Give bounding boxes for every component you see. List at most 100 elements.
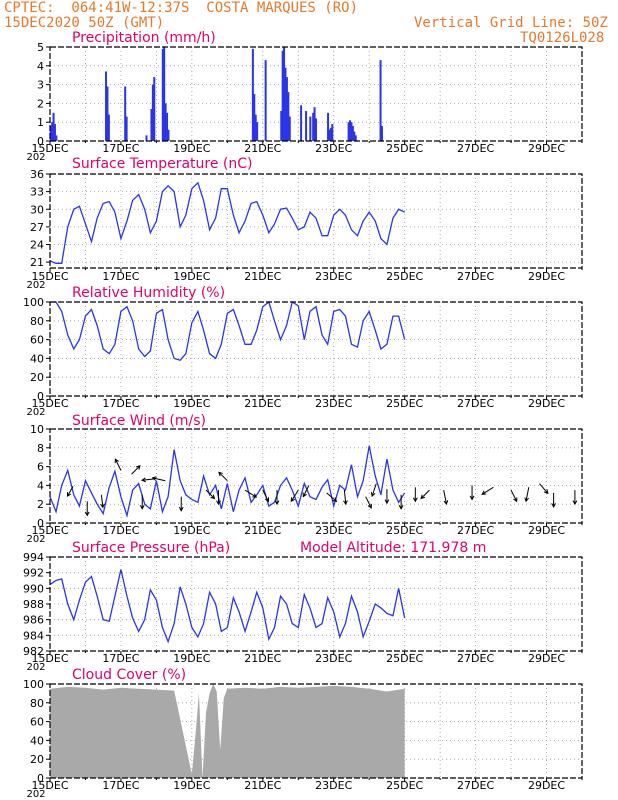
precip-bar: [287, 92, 290, 141]
wind-vector-head: [343, 500, 348, 506]
precip-bar: [145, 135, 148, 141]
y-tick-label: 986: [23, 614, 44, 627]
wind-vector-head: [551, 503, 556, 508]
wind-vector-head: [100, 503, 105, 509]
precip-bar: [51, 122, 54, 141]
precip-bar: [313, 107, 316, 141]
wind-vector: [152, 477, 166, 482]
wind-vector-head: [178, 506, 184, 512]
x-tick-label: 25DEC: [386, 397, 423, 410]
x-tick-label: 19DEC: [173, 652, 210, 665]
precip-bar: [105, 71, 108, 141]
precip-bar: [125, 116, 128, 141]
y-tick-label: 20: [30, 371, 44, 384]
wind-vector-head: [513, 497, 518, 503]
precip-bar: [281, 50, 284, 142]
y-tick-label: 24: [30, 239, 44, 252]
precip-bar: [283, 47, 286, 141]
x-tick-label: 25DEC: [386, 270, 423, 283]
x-year-label: 202: [26, 407, 45, 418]
panel-frame: [49, 556, 583, 652]
precip-bar: [124, 86, 127, 141]
precip-bar: [331, 124, 334, 141]
wind-vector: [302, 485, 310, 497]
wind-vector-head: [66, 492, 72, 498]
x-tick-label: 29DEC: [528, 142, 565, 155]
x-tick-label: 23DEC: [315, 779, 352, 792]
precip-bar: [280, 110, 283, 141]
y-tick-label: 60: [30, 716, 44, 729]
y-tick-label: 6: [37, 461, 44, 474]
x-tick-label: 21DEC: [244, 652, 281, 665]
wind-vector: [510, 489, 518, 502]
wind-vector: [114, 458, 122, 471]
wind-vector: [420, 489, 430, 499]
y-tick-label: 10: [30, 423, 44, 436]
panel-title-wind: Surface Wind (m/s): [72, 413, 206, 429]
header-date-line: 15DEC2020 50Z (GMT): [4, 15, 165, 31]
precip-bar: [256, 122, 259, 141]
wind-vector: [100, 494, 104, 508]
panel-frame: [49, 683, 583, 779]
y-tick-label: 992: [23, 567, 44, 580]
wind-vector-head: [412, 497, 418, 503]
x-tick-label: 17DEC: [102, 652, 139, 665]
wind-vector-head: [384, 499, 390, 505]
x-tick-label: 17DEC: [102, 142, 139, 155]
x-tick-label: 29DEC: [528, 270, 565, 283]
x-tick-label: 21DEC: [244, 524, 281, 537]
precip-bar: [251, 48, 254, 141]
panel-frame: [49, 46, 583, 142]
precip-bar: [55, 135, 58, 141]
x-tick-label: 17DEC: [102, 524, 139, 537]
wind-vector: [326, 492, 337, 502]
wind-vector-head: [216, 500, 221, 506]
wind-vector-head: [151, 476, 157, 481]
y-tick-label: 5: [37, 41, 44, 54]
x-tick-label: 21DEC: [244, 397, 281, 410]
wind-vector-head: [140, 477, 146, 483]
precip-bar: [300, 105, 303, 141]
x-tick-label: 19DEC: [173, 142, 210, 155]
precip-bar: [53, 124, 56, 141]
panel-title-humidity: Relative Humidity (%): [72, 285, 226, 301]
wind-vector-head: [572, 500, 578, 506]
precip-bar: [161, 48, 164, 141]
precip-bar: [106, 86, 109, 141]
y-tick-label: 20: [30, 753, 44, 766]
x-tick-label: 23DEC: [315, 652, 352, 665]
x-tick-label: 25DEC: [386, 652, 423, 665]
x-tick-label: 23DEC: [315, 397, 352, 410]
x-year-label: 202: [26, 152, 45, 163]
y-tick-label: 30: [30, 203, 44, 216]
panel-frame: [49, 173, 583, 269]
wind-vector-head: [332, 497, 338, 502]
x-tick-label: 19DEC: [173, 397, 210, 410]
y-tick-label: 33: [30, 186, 44, 199]
y-tick-label: 2: [37, 498, 44, 511]
wind-vector: [443, 490, 447, 505]
x-tick-label: 29DEC: [528, 779, 565, 792]
x-tick-label: 25DEC: [386, 524, 423, 537]
precip-bar: [164, 103, 167, 141]
precip-bar: [285, 77, 288, 141]
x-tick-label: 17DEC: [102, 270, 139, 283]
wind-vector-head: [135, 464, 141, 470]
y-tick-label: 988: [23, 598, 44, 611]
x-tick-label: 15DEC: [31, 270, 68, 283]
precip-bar: [315, 118, 317, 141]
x-tick-label: 21DEC: [244, 779, 281, 792]
y-tick-label: 2: [37, 97, 44, 110]
x-year-label: 202: [26, 662, 45, 673]
y-tick-label: 60: [30, 334, 44, 347]
precip-bar: [163, 47, 166, 141]
wind-vector-head: [252, 493, 258, 498]
y-tick-label: 984: [23, 629, 44, 642]
cloud-cover-area: [50, 684, 405, 778]
y-tick-label: 990: [23, 582, 44, 595]
wind-vector: [262, 489, 269, 502]
y-tick-label: 0: [37, 772, 44, 785]
wind-vector-head: [114, 458, 119, 464]
y-tick-label: 40: [30, 352, 44, 365]
x-tick-label: 27DEC: [457, 142, 494, 155]
